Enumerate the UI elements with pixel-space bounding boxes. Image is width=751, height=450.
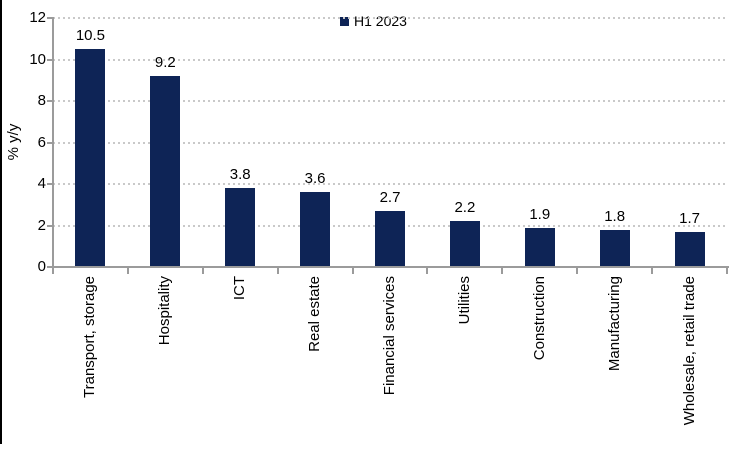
y-tick-label-12: 12	[29, 9, 46, 26]
category-label-7: Manufacturing	[605, 276, 623, 372]
bar-value-label-1: 9.2	[154, 54, 176, 72]
bar-0	[75, 49, 106, 267]
bar-2	[225, 188, 256, 267]
gridline-y6	[53, 141, 727, 144]
y-tick-label-2: 2	[37, 216, 46, 234]
category-label-5: Utilities	[455, 276, 473, 325]
category-label-0: Transport, storage	[81, 276, 99, 398]
legend-label: H1 2023	[354, 13, 407, 29]
x-tick-mark-9	[726, 268, 728, 274]
bar-6	[524, 227, 555, 267]
bar-value-label-7: 1.8	[604, 207, 626, 225]
x-tick-mark-0	[52, 268, 54, 274]
y-tick-mark-12	[47, 17, 52, 19]
x-tick-mark-3	[276, 268, 279, 274]
y-tick-mark-4	[47, 183, 52, 185]
y-tick-label-4: 4	[37, 175, 46, 192]
y-axis-line	[52, 17, 54, 268]
bar-1	[150, 76, 181, 267]
gridline-y12	[53, 17, 727, 19]
x-axis-line	[52, 266, 729, 268]
gridline-y10	[53, 58, 727, 61]
gridline-y4	[53, 183, 727, 185]
x-tick-mark-7	[576, 268, 579, 274]
x-tick-mark-6	[501, 268, 504, 274]
x-tick-mark-4	[351, 268, 354, 274]
y-tick-label-8: 8	[37, 92, 46, 109]
bar-value-label-3: 3.6	[304, 170, 326, 188]
x-tick-mark-1	[126, 268, 129, 274]
bar-7	[599, 229, 630, 267]
bar-value-label-4: 2.7	[379, 188, 401, 206]
y-tick-mark-8	[47, 100, 52, 102]
legend: H1 2023	[340, 13, 407, 29]
x-tick-mark-5	[426, 268, 429, 274]
bar-value-label-6: 1.9	[529, 205, 551, 223]
legend-marker-icon	[340, 16, 349, 26]
category-label-8: Wholesale, retail trade	[680, 276, 698, 426]
bar-5	[449, 221, 480, 267]
y-tick-label-6: 6	[37, 133, 46, 151]
bar-value-label-8: 1.7	[679, 209, 700, 227]
category-label-1: Hospitality	[156, 276, 174, 346]
x-tick-mark-8	[651, 268, 654, 274]
bar-value-label-5: 2.2	[454, 199, 476, 217]
gridline-y8	[53, 100, 727, 102]
category-label-3: Real estate	[306, 276, 324, 352]
bar-value-label-0: 10.5	[75, 27, 106, 45]
category-label-2: ICT	[231, 276, 249, 301]
y-tick-mark-10	[47, 58, 52, 61]
bar-value-label-2: 3.8	[229, 166, 251, 184]
y-tick-mark-0	[47, 266, 52, 268]
category-label-6: Construction	[530, 276, 548, 361]
category-label-4: Financial services	[381, 276, 398, 396]
bar-8	[674, 231, 705, 267]
y-tick-label-10: 10	[29, 50, 46, 68]
bar-4	[375, 210, 405, 267]
bar-3	[300, 192, 331, 267]
x-tick-mark-2	[201, 268, 204, 274]
y-tick-label-0: 0	[37, 258, 46, 275]
y-tick-mark-6	[47, 141, 52, 144]
y-tick-mark-2	[47, 224, 52, 227]
left-edge-border-line	[0, 0, 2, 444]
